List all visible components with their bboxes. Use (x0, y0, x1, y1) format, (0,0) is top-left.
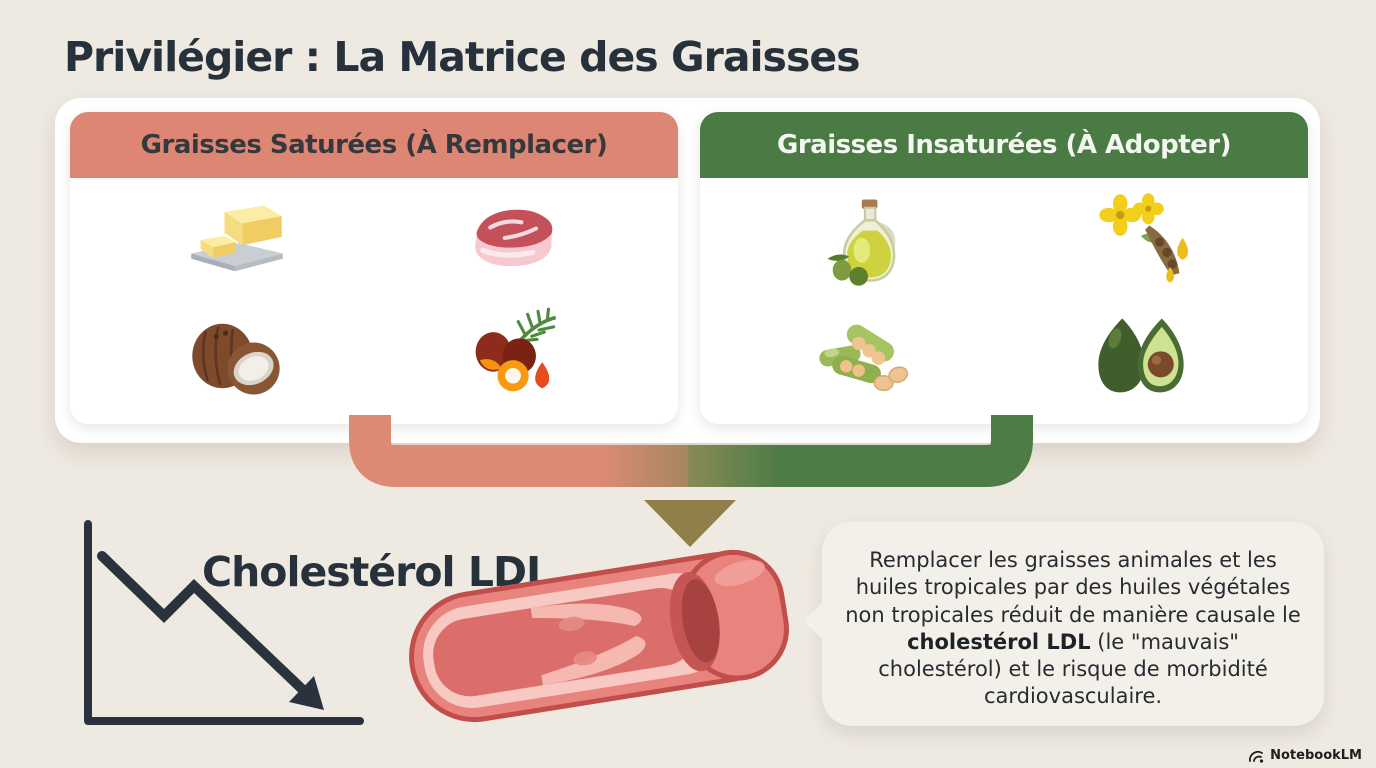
callout-text-bold: cholestérol LDL (907, 629, 1091, 654)
declining-line-chart-icon (84, 520, 364, 725)
callout-text-after: (le "mauvais" cholestérol) et le risque … (878, 629, 1268, 709)
saturated-fats-header: Graisses Saturées (À Remplacer) (70, 112, 678, 178)
butter-icon (185, 188, 289, 292)
merge-arrows-icon (349, 415, 1033, 547)
unsaturated-fats-header: Graisses Insaturées (À Adopter) (700, 112, 1308, 178)
fat-matrix-container: Graisses Saturées (À Remplacer) (55, 98, 1320, 443)
callout-bubble: Remplacer les graisses animales et les h… (822, 522, 1324, 726)
palm-oil-icon (459, 304, 563, 408)
notebooklm-logo-icon (1249, 750, 1264, 763)
soybean-icon (815, 304, 919, 408)
canola-oil-icon (1089, 188, 1193, 292)
avocado-icon (1089, 304, 1193, 408)
saturated-fats-panel: Graisses Saturées (À Remplacer) (70, 112, 678, 424)
page-title: Privilégier : La Matrice des Graisses (64, 33, 861, 81)
unsaturated-fats-panel: Graisses Insaturées (À Adopter) (700, 112, 1308, 424)
callout-text-before: Remplacer les graisses animales et les h… (845, 548, 1301, 627)
saturated-fats-body (70, 178, 678, 424)
artery-icon (409, 549, 789, 723)
notebooklm-brand: NotebookLM (1248, 748, 1362, 763)
callout-text: Remplacer les graisses animales et les h… (822, 522, 1324, 736)
fatty-meat-icon (459, 188, 563, 292)
unsaturated-fats-body (700, 178, 1308, 424)
notebooklm-brand-label: NotebookLM (1270, 748, 1362, 763)
coconut-icon (185, 304, 289, 408)
olive-oil-icon (815, 188, 919, 292)
